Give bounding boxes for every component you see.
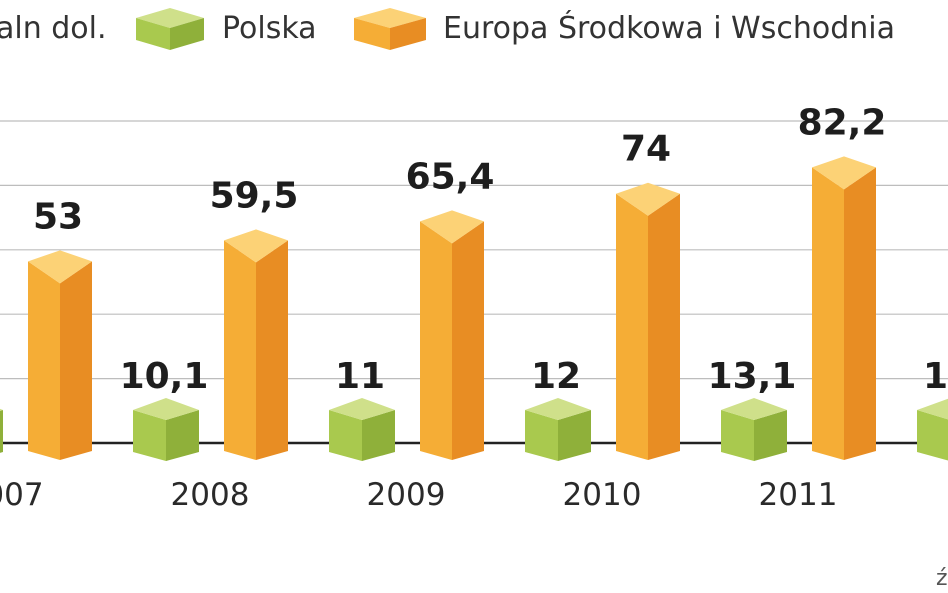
data-label-europa-2011: 82,2	[798, 102, 887, 143]
legend-swatch-europa	[354, 8, 426, 50]
x-tick-2007: 007	[0, 477, 44, 513]
bar-polska-2008-side	[166, 410, 199, 461]
bar-europa-2007-side	[60, 261, 92, 460]
legend-label-europa: Europa Środkowa i Wschodnia	[443, 9, 895, 46]
bar-polska-2010-top	[525, 398, 591, 420]
x-tick-2008: 2008	[171, 477, 250, 513]
data-label-polska-2008: 10,1	[120, 356, 209, 397]
bar-europa-2009	[420, 210, 484, 460]
bar-europa-2010-side	[648, 193, 680, 460]
bar-polska-2008-top	[133, 398, 199, 420]
legend-swatch-polska	[136, 8, 204, 50]
bar-polska-2007-side	[0, 410, 3, 453]
bar-europa-2011-front	[812, 167, 844, 461]
bar-polska-2011	[721, 398, 787, 461]
bar-polska-2009	[329, 398, 395, 461]
bar-polska-2009-side	[362, 410, 395, 461]
labels: 15300710,159,520081165,420091274201013,1…	[0, 102, 948, 513]
bar-polska-2012-front	[917, 410, 948, 461]
bar-polska-2008-front	[133, 410, 166, 461]
bar-europa-2008	[224, 229, 288, 460]
legend: aln dol. Polska Europa Środkowa i Wschod…	[0, 8, 895, 50]
data-label-europa-2008: 59,5	[210, 175, 299, 216]
bar-europa-2007-front	[28, 261, 60, 460]
x-tick-2010: 2010	[563, 477, 642, 513]
bar-polska-2010-front	[525, 410, 558, 461]
bar-polska-2008	[133, 398, 199, 461]
data-label-europa-2007: 53	[33, 196, 83, 237]
bars	[0, 156, 948, 461]
data-label-europa-2009: 65,4	[406, 156, 495, 197]
bar-polska-2009-front	[329, 410, 362, 461]
data-label-europa-2010: 74	[621, 129, 671, 170]
bar-europa-2009-side	[452, 221, 484, 460]
bar-europa-2008-side	[256, 240, 288, 460]
bar-polska-2011-top	[721, 398, 787, 420]
bar-polska-2010-side	[558, 410, 591, 461]
data-label-polska-2010: 12	[531, 356, 581, 397]
x-tick-2009: 2009	[367, 477, 446, 513]
data-label-polska-2009: 11	[335, 356, 385, 397]
bar-polska-2007-top	[0, 408, 3, 411]
bar-europa-2008-top	[224, 229, 288, 263]
x-tick-2011: 2011	[759, 477, 838, 513]
bar-europa-2010-front	[616, 193, 648, 460]
bar-europa-2010	[616, 182, 680, 460]
bar-europa-2008-front	[224, 240, 256, 460]
bar-polska-2010	[525, 398, 591, 461]
bar-europa-2009-top	[420, 210, 484, 244]
bar-europa-2009-front	[420, 221, 452, 460]
bar-polska-2011-front	[721, 410, 754, 461]
corner-mark: ź	[936, 566, 948, 591]
bar-polska-2007	[0, 408, 3, 453]
bar-europa-2007	[28, 250, 92, 460]
bar-polska-2012	[917, 398, 948, 461]
data-label-polska-2012: 14	[923, 356, 948, 397]
bar-polska-2011-side	[754, 410, 787, 461]
bar-europa-2011	[812, 156, 876, 461]
bar-europa-2010-top	[616, 182, 680, 216]
bar-europa-2011-top	[812, 156, 876, 190]
legend-label-polska: Polska	[222, 11, 317, 46]
bar-europa-2007-top	[28, 250, 92, 284]
data-label-polska-2011: 13,1	[708, 356, 797, 397]
bar-polska-2012-top	[917, 398, 948, 420]
legend-unit-label: aln dol.	[0, 11, 107, 46]
bar-polska-2009-top	[329, 398, 395, 420]
bar-europa-2011-side	[844, 167, 876, 461]
